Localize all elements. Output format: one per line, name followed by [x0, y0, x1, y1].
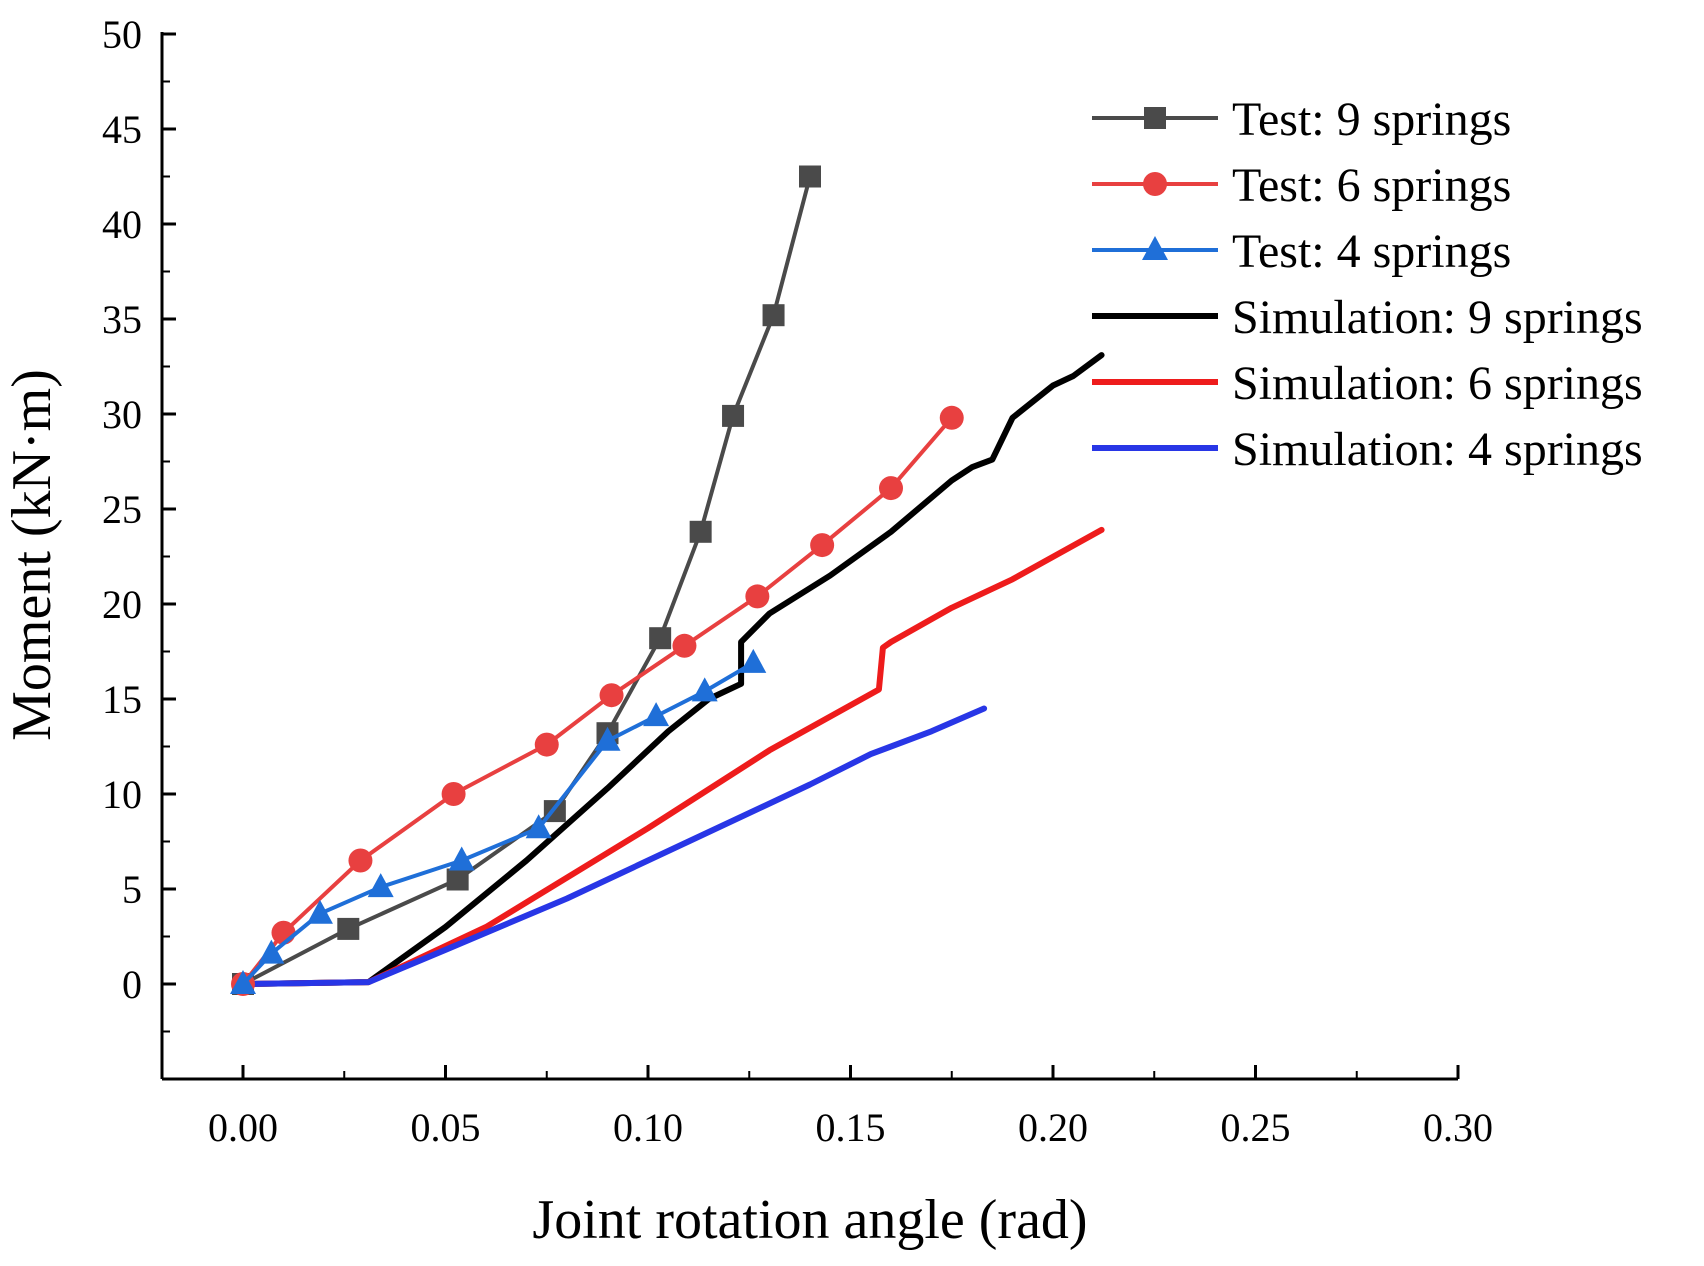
legend: Test: 9 springs Test: 6 springs Test: 4 sp…: [1092, 93, 1643, 476]
legend-marker: [1143, 172, 1167, 196]
series-simulation-5: [240, 705, 988, 987]
data-point: [337, 917, 360, 940]
y-axis-title: Moment (kN·m): [1, 369, 63, 741]
data-point: [525, 814, 552, 839]
legend-item: Test: 4 springs: [1092, 225, 1511, 278]
x-tick-label: 0.10: [613, 1105, 683, 1150]
series-line: [241, 660, 756, 986]
data-point: [740, 648, 767, 673]
legend-label: Test: 6 springs: [1232, 159, 1511, 212]
legend-marker: [1144, 107, 1166, 129]
y-tick-label: 25: [102, 487, 142, 532]
legend-item: Test: 6 springs: [1092, 159, 1511, 212]
y-tick-label: 15: [102, 677, 142, 722]
data-point: [799, 165, 821, 188]
data-point: [446, 868, 469, 891]
data-point: [258, 939, 285, 964]
data-point: [722, 404, 745, 427]
data-point: [230, 970, 256, 994]
series-test-2: [230, 648, 767, 994]
y-tick-label: 20: [102, 582, 142, 627]
series-line: [240, 526, 1105, 987]
series-line: [240, 352, 1105, 987]
legend-item: Simulation: 9 springs: [1092, 291, 1643, 344]
legend-label: Test: 9 springs: [1232, 93, 1511, 146]
data-point: [306, 899, 333, 924]
legend-label: Simulation: 6 springs: [1232, 357, 1643, 410]
y-tick-label: 10: [102, 772, 142, 817]
series-line: [241, 174, 812, 986]
legend-label: Simulation: 4 springs: [1232, 423, 1643, 476]
data-point: [534, 732, 559, 757]
x-tick-label: 0.20: [1018, 1105, 1088, 1150]
data-point: [810, 533, 835, 558]
legend-item: Simulation: 6 springs: [1092, 357, 1643, 410]
legend-item: Test: 9 springs: [1092, 93, 1511, 146]
x-tick-label: 0.15: [816, 1105, 886, 1150]
data-point: [879, 476, 903, 501]
data-point: [643, 702, 670, 727]
x-axis-ticks: 0.00 0.05 0.10 0.15 0.20 0.25 0.30: [208, 1065, 1493, 1150]
y-axis-ticks: 0 5 10 15 20 25 30 35 40 45 50: [102, 12, 176, 1033]
data-point: [672, 633, 697, 658]
legend-label: Simulation: 9 springs: [1232, 291, 1643, 344]
legend-item: Simulation: 4 springs: [1092, 423, 1643, 476]
series-simulation-3: [240, 352, 1105, 987]
data-point: [691, 677, 718, 702]
y-tick-label: 45: [102, 107, 142, 152]
data-point: [689, 520, 712, 543]
x-tick-label: 0.25: [1221, 1105, 1291, 1150]
y-tick-label: 30: [102, 392, 142, 437]
legend-label: Test: 4 springs: [1232, 225, 1511, 278]
data-point: [367, 873, 394, 898]
y-tick-label: 35: [102, 297, 142, 342]
data-point: [594, 726, 621, 751]
series-simulation-4: [240, 526, 1105, 987]
y-tick-label: 5: [122, 867, 142, 912]
series-test-0: [232, 165, 821, 995]
data-point: [441, 782, 466, 806]
x-axis-title: Joint rotation angle (rad): [532, 1189, 1087, 1251]
y-tick-label: 50: [102, 12, 142, 57]
data-point: [599, 683, 624, 708]
series-layer: [230, 165, 1105, 996]
y-tick-label: 0: [122, 962, 142, 1007]
legend-marker: [1142, 236, 1168, 260]
data-point: [762, 304, 785, 327]
y-tick-label: 40: [102, 202, 142, 247]
data-point: [649, 627, 672, 650]
x-tick-label: 0.05: [411, 1105, 481, 1150]
data-point: [348, 848, 373, 873]
series-line: [240, 705, 988, 987]
data-point: [448, 846, 475, 871]
data-point: [939, 405, 964, 430]
x-tick-label: 0.30: [1423, 1105, 1493, 1150]
x-tick-label: 0.00: [208, 1105, 278, 1150]
data-point: [745, 584, 770, 609]
